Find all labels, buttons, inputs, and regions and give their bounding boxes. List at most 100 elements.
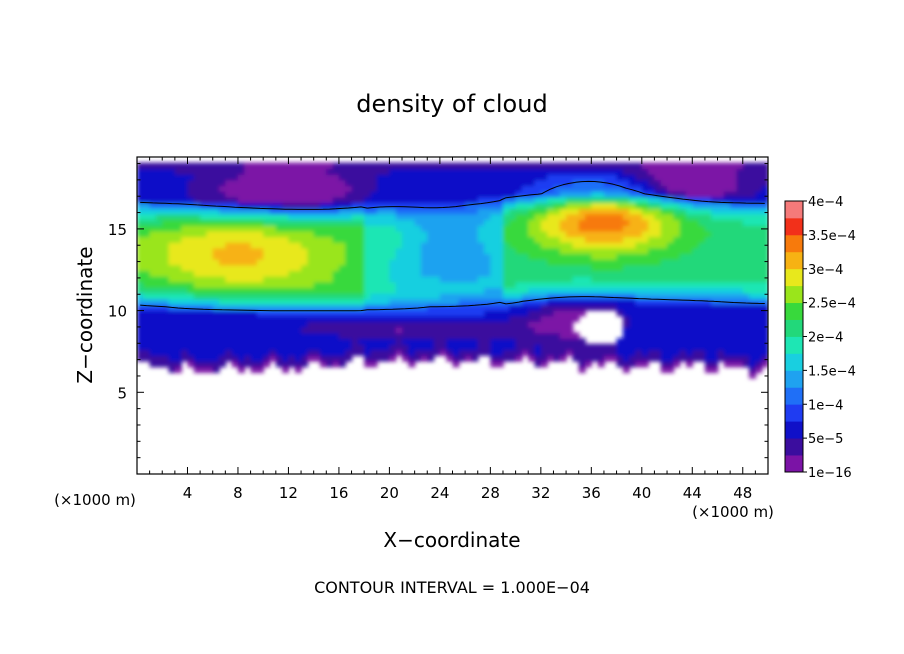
field-cell	[149, 224, 157, 232]
field-cell	[294, 190, 302, 198]
field-cell	[572, 315, 580, 322]
field-cell	[553, 185, 561, 192]
field-cell	[458, 190, 466, 198]
field-cell	[673, 315, 681, 322]
field-cell	[540, 236, 548, 243]
field-cell	[730, 360, 738, 368]
field-cell	[711, 360, 719, 368]
field-cell	[578, 213, 586, 221]
field-cell	[364, 196, 372, 204]
field-cell	[585, 287, 593, 294]
field-cell	[206, 355, 214, 362]
field-cell	[679, 292, 687, 300]
field-cell	[603, 196, 612, 204]
field-cell	[654, 343, 662, 351]
field-cell	[168, 173, 176, 181]
field-cell	[408, 224, 416, 232]
field-cell	[723, 349, 731, 356]
field-cell	[219, 281, 227, 288]
field-cell	[509, 355, 517, 362]
field-cell	[717, 207, 725, 215]
field-cell	[168, 230, 176, 238]
y-axis-label: Z−coordinate	[73, 246, 97, 383]
field-cell	[540, 326, 548, 334]
field-cell	[477, 230, 485, 238]
field-cell	[338, 258, 347, 266]
field-cell	[187, 213, 195, 221]
field-cell	[269, 292, 277, 300]
field-cell	[502, 326, 511, 334]
field-cell	[187, 253, 195, 260]
field-cell	[742, 173, 750, 181]
colorbar-segment	[785, 404, 803, 422]
field-cell	[275, 190, 283, 198]
field-cell	[155, 292, 164, 300]
field-cell	[307, 304, 315, 311]
field-cell	[711, 196, 719, 204]
field-cell	[635, 281, 643, 288]
field-cell	[540, 173, 548, 181]
field-cell	[200, 185, 208, 192]
field-cell	[622, 247, 630, 255]
field-cell	[332, 173, 340, 181]
field-cell	[566, 224, 574, 232]
field-cell	[685, 168, 694, 175]
field-cell	[402, 224, 410, 232]
field-cell	[326, 241, 334, 249]
field-cell	[149, 304, 157, 311]
field-cell	[603, 270, 612, 277]
field-cell	[225, 179, 233, 187]
field-cell	[749, 230, 757, 238]
field-cell	[553, 207, 561, 215]
field-cell	[484, 343, 492, 351]
field-cell	[414, 241, 422, 249]
field-cell	[711, 258, 719, 266]
field-cell	[313, 162, 321, 170]
field-cell	[597, 185, 605, 192]
field-cell	[427, 179, 435, 187]
field-cell	[711, 224, 719, 232]
field-cell	[654, 247, 662, 255]
field-cell	[749, 224, 757, 232]
field-cell	[219, 349, 227, 356]
field-cell	[692, 258, 700, 266]
field-cell	[383, 298, 391, 305]
field-cell	[547, 315, 555, 322]
field-cell	[288, 321, 296, 328]
field-cell	[540, 309, 548, 317]
field-cell	[591, 349, 599, 356]
field-cell	[288, 298, 296, 305]
field-cell	[313, 338, 321, 345]
field-cell	[181, 270, 189, 277]
field-cell	[742, 236, 750, 243]
field-cell	[162, 202, 170, 209]
field-cell	[200, 168, 208, 175]
field-cell	[427, 343, 435, 351]
field-cell	[667, 298, 675, 305]
field-cell	[667, 173, 675, 181]
field-cell	[635, 173, 643, 181]
field-cell	[370, 173, 378, 181]
field-cell	[641, 230, 649, 238]
field-cell	[237, 281, 246, 288]
field-cell	[572, 168, 580, 175]
field-cell	[408, 321, 416, 328]
field-cell	[648, 219, 656, 226]
field-cell	[742, 326, 750, 334]
field-cell	[345, 196, 353, 204]
field-cell	[420, 190, 429, 198]
field-cell	[761, 213, 768, 221]
field-cell	[685, 213, 694, 221]
field-cell	[667, 366, 675, 373]
field-cell	[521, 224, 530, 232]
field-cell	[648, 258, 656, 266]
field-cell	[237, 332, 246, 339]
field-cell	[143, 281, 151, 288]
field-cell	[212, 281, 220, 288]
field-cell	[692, 190, 700, 198]
field-cell	[452, 304, 460, 311]
field-cell	[471, 173, 479, 181]
field-cell	[629, 230, 637, 238]
field-cell	[237, 219, 246, 226]
field-cell	[597, 343, 605, 351]
